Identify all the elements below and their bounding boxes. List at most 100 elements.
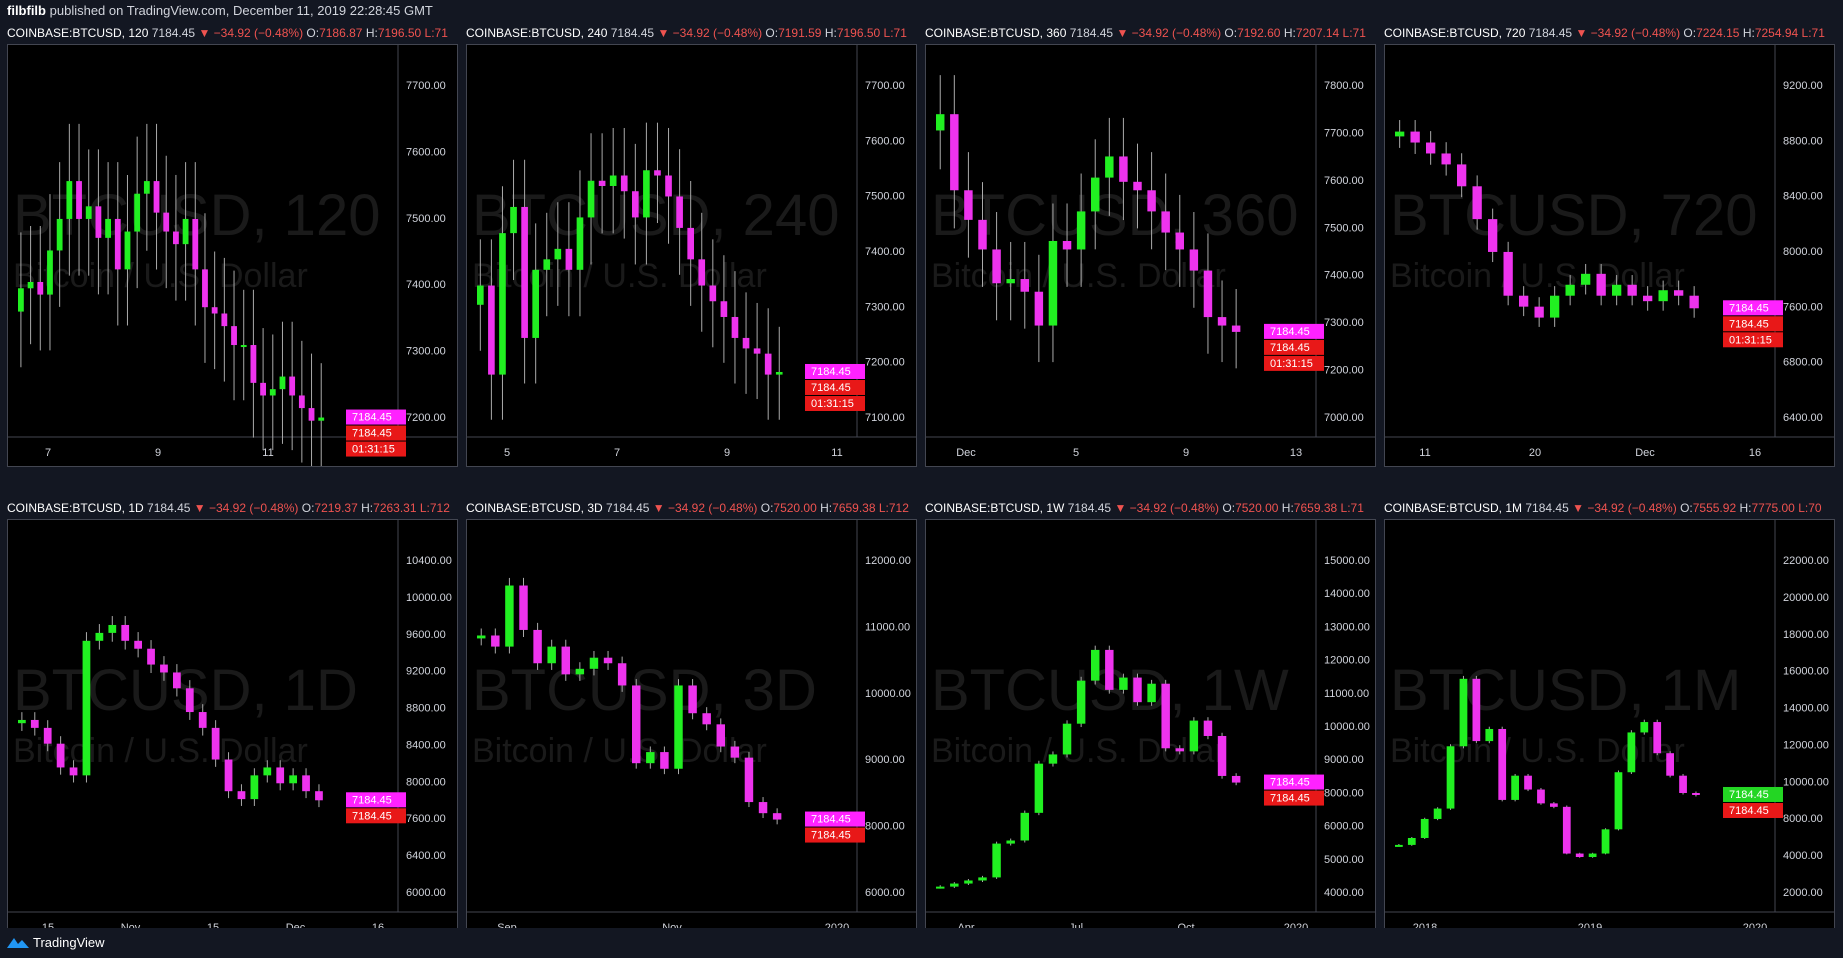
y-tick-label: 7100.00 bbox=[865, 412, 905, 424]
candle bbox=[1006, 840, 1015, 844]
candle bbox=[543, 259, 551, 270]
chart-area[interactable]: BTCUSD, 1W Bitcoin / U.S. Dollar 15000.00 1… bbox=[925, 519, 1376, 942]
candle bbox=[1189, 249, 1199, 271]
candle bbox=[250, 775, 259, 800]
y-tick-label: 9200.00 bbox=[406, 666, 446, 678]
y-tick-label: 9000.00 bbox=[865, 754, 905, 766]
symbol-label: COINBASE:BTCUSD, 240 bbox=[466, 26, 608, 40]
y-tick-label: 22000.00 bbox=[1783, 555, 1829, 567]
chart-svg[interactable]: BTCUSD, 360 Bitcoin / U.S. Dollar 7800.00 7… bbox=[926, 45, 1375, 466]
watermark-description: Bitcoin / U.S. Dollar bbox=[13, 257, 308, 295]
y-tick-label: 10000.00 bbox=[1783, 776, 1829, 788]
chart-svg[interactable]: BTCUSD, 240 Bitcoin / U.S. Dollar 7700.00 7… bbox=[467, 45, 916, 466]
chart-panel[interactable]: COINBASE:BTCUSD, 120 7184.45 ▼ −34.92 (−… bbox=[0, 22, 458, 476]
y-tick-label: 6400.00 bbox=[1783, 412, 1823, 424]
chart-area[interactable]: BTCUSD, 240 Bitcoin / U.S. Dollar 7700.00 7… bbox=[466, 44, 917, 467]
candle bbox=[978, 219, 987, 250]
candle bbox=[18, 288, 24, 312]
candle bbox=[124, 231, 131, 270]
y-tick-label: 7600.00 bbox=[406, 813, 446, 825]
candle bbox=[1692, 792, 1700, 795]
price-change: ▼ −34.92 (−0.48%) bbox=[1114, 501, 1220, 515]
low-value: L:712 bbox=[419, 501, 450, 515]
price-tag-label: 7184.45 bbox=[1729, 318, 1769, 330]
low-value: L:71 bbox=[1342, 26, 1366, 40]
tradingview-logo-icon[interactable] bbox=[7, 936, 29, 950]
candle bbox=[617, 663, 627, 686]
chart-panel[interactable]: COINBASE:BTCUSD, 720 7184.45 ▼ −34.92 (−… bbox=[1377, 22, 1835, 475]
price-change: ▼ −34.92 (−0.48%) bbox=[198, 26, 304, 40]
y-tick-label: 11000.00 bbox=[865, 621, 910, 633]
chart-panel[interactable]: COINBASE:BTCUSD, 360 7184.45 ▼ −34.92 (−… bbox=[918, 22, 1376, 475]
price-tag-label: 7184.45 bbox=[811, 814, 851, 826]
open-value: 7191.59 bbox=[778, 26, 822, 40]
candle bbox=[1519, 295, 1529, 307]
chart-area[interactable]: BTCUSD, 720 Bitcoin / U.S. Dollar 9200.00 8… bbox=[1384, 44, 1835, 467]
candle bbox=[632, 191, 639, 218]
candle bbox=[1488, 219, 1498, 252]
candle bbox=[772, 813, 782, 820]
chart-svg[interactable]: BTCUSD, 720 Bitcoin / U.S. Dollar 9200.00 8… bbox=[1385, 45, 1834, 466]
y-tick-label: 7300.00 bbox=[865, 301, 905, 313]
chart-panel[interactable]: COINBASE:BTCUSD, 1W 7184.45 ▼ −34.92 (−0… bbox=[918, 497, 1376, 950]
chart-panel[interactable]: COINBASE:BTCUSD, 1M 7184.45 ▼ −34.92 (−0… bbox=[1377, 497, 1835, 950]
candle bbox=[240, 345, 247, 348]
candle bbox=[1674, 290, 1684, 296]
price-tag: 7184.45 bbox=[1264, 323, 1324, 339]
price-tag: 7184.45 bbox=[1723, 300, 1783, 316]
last-price: 7184.45 bbox=[151, 26, 196, 40]
y-tick-label: 8000.00 bbox=[1783, 246, 1823, 258]
candle bbox=[198, 712, 207, 728]
candle bbox=[302, 775, 310, 792]
chart-svg[interactable]: BTCUSD, 1M Bitcoin / U.S. Dollar 22000.00 2… bbox=[1385, 520, 1834, 941]
countdown-tag: 01:31:15 bbox=[805, 395, 865, 411]
y-tick-label: 7700.00 bbox=[1324, 127, 1364, 139]
last-price: 7184.45 bbox=[1525, 501, 1569, 515]
author-name[interactable]: filbfilb bbox=[7, 3, 46, 18]
chart-legend: COINBASE:BTCUSD, 360 7184.45 ▼ −34.92 (−… bbox=[918, 22, 1375, 44]
price-tag: 7184.45 bbox=[805, 379, 865, 395]
candle bbox=[95, 206, 102, 238]
watermark-symbol: BTCUSD, 1M bbox=[1390, 658, 1741, 723]
y-tick-label: 11000.00 bbox=[1324, 688, 1369, 700]
candle bbox=[532, 269, 539, 338]
chart-area[interactable]: BTCUSD, 120 Bitcoin / U.S. Dollar 7700.00 7… bbox=[7, 44, 458, 476]
high-value: 7659.38 bbox=[1293, 501, 1338, 515]
y-tick-label: 4000.00 bbox=[1324, 887, 1364, 899]
candle bbox=[753, 348, 761, 354]
candle bbox=[315, 791, 323, 801]
chart-panel[interactable]: COINBASE:BTCUSD, 1D 7184.45 ▼ −34.92 (−0… bbox=[0, 497, 458, 950]
candle bbox=[1147, 683, 1156, 703]
x-tick-label: 7 bbox=[45, 447, 51, 459]
candle bbox=[18, 719, 26, 724]
price-tag-label: 01:31:15 bbox=[352, 444, 395, 456]
price-change: ▼ −34.92 (−0.48%) bbox=[193, 501, 299, 515]
chart-area[interactable]: BTCUSD, 360 Bitcoin / U.S. Dollar 7800.00 7… bbox=[925, 44, 1376, 467]
price-tag-label: 7184.45 bbox=[811, 830, 851, 842]
y-tick-label: 7200.00 bbox=[865, 357, 905, 369]
candle bbox=[82, 640, 91, 776]
y-tick-label: 7400.00 bbox=[406, 279, 446, 291]
price-change: ▼ −34.92 (−0.48%) bbox=[1572, 501, 1677, 515]
footer-brand[interactable]: TradingView bbox=[33, 935, 105, 950]
candle bbox=[134, 640, 142, 649]
candle bbox=[1175, 748, 1184, 752]
price-tag-label: 7184.45 bbox=[811, 382, 851, 394]
y-tick-label: 7500.00 bbox=[1324, 222, 1364, 234]
chart-area[interactable]: BTCUSD, 1M Bitcoin / U.S. Dollar 22000.00 2… bbox=[1384, 519, 1835, 942]
open-value: 7555.92 bbox=[1692, 501, 1737, 515]
y-tick-label: 7700.00 bbox=[865, 80, 905, 92]
candle bbox=[1596, 273, 1606, 296]
chart-area[interactable]: BTCUSD, 1D Bitcoin / U.S. Dollar 10400.00 1… bbox=[7, 519, 458, 942]
chart-panel[interactable]: COINBASE:BTCUSD, 3D 7184.45 ▼ −34.92 (−0… bbox=[459, 497, 917, 950]
candle bbox=[173, 672, 181, 689]
chart-panel[interactable]: COINBASE:BTCUSD, 240 7184.45 ▼ −34.92 (−… bbox=[459, 22, 917, 475]
x-tick-label: 11 bbox=[1419, 447, 1430, 459]
chart-area[interactable]: BTCUSD, 3D Bitcoin / U.S. Dollar 12000.00 1… bbox=[466, 519, 917, 942]
candle bbox=[716, 724, 725, 747]
high-key: H: bbox=[1742, 26, 1755, 40]
